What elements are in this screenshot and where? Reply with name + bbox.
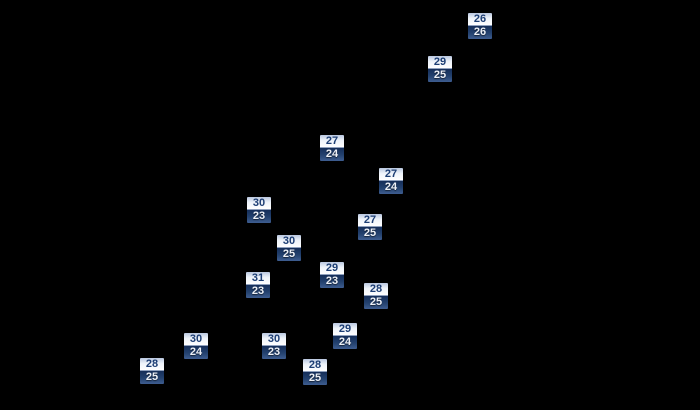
temperature-marker[interactable]: 27 25 [358, 214, 382, 240]
low-temperature-label: 23 [320, 275, 344, 288]
temperature-marker[interactable]: 30 23 [262, 333, 286, 359]
low-temperature-label: 23 [262, 346, 286, 359]
low-temperature-label: 25 [277, 248, 301, 261]
high-temperature-label: 27 [358, 214, 382, 227]
high-temperature-label: 26 [468, 13, 492, 26]
temperature-marker[interactable]: 29 25 [428, 56, 452, 82]
temperature-marker[interactable]: 28 25 [140, 358, 164, 384]
high-temperature-label: 30 [184, 333, 208, 346]
high-temperature-label: 29 [333, 323, 357, 336]
high-temperature-label: 28 [364, 283, 388, 296]
temperature-marker[interactable]: 28 25 [364, 283, 388, 309]
high-temperature-label: 28 [140, 358, 164, 371]
high-temperature-label: 27 [320, 135, 344, 148]
high-temperature-label: 30 [262, 333, 286, 346]
temperature-marker[interactable]: 30 25 [277, 235, 301, 261]
low-temperature-label: 24 [320, 148, 344, 161]
low-temperature-label: 24 [379, 181, 403, 194]
high-temperature-label: 27 [379, 168, 403, 181]
low-temperature-label: 24 [184, 346, 208, 359]
high-temperature-label: 28 [303, 359, 327, 372]
high-temperature-label: 29 [320, 262, 344, 275]
low-temperature-label: 24 [333, 336, 357, 349]
low-temperature-label: 25 [358, 227, 382, 240]
low-temperature-label: 25 [303, 372, 327, 385]
low-temperature-label: 23 [247, 210, 271, 223]
temperature-marker[interactable]: 29 23 [320, 262, 344, 288]
low-temperature-label: 26 [468, 26, 492, 39]
temperature-marker[interactable]: 28 25 [303, 359, 327, 385]
temperature-marker[interactable]: 26 26 [468, 13, 492, 39]
temperature-marker[interactable]: 27 24 [379, 168, 403, 194]
high-temperature-label: 31 [246, 272, 270, 285]
low-temperature-label: 25 [428, 69, 452, 82]
temperature-marker[interactable]: 30 24 [184, 333, 208, 359]
low-temperature-label: 25 [364, 296, 388, 309]
high-temperature-label: 30 [277, 235, 301, 248]
high-temperature-label: 30 [247, 197, 271, 210]
temperature-marker[interactable]: 30 23 [247, 197, 271, 223]
temperature-marker[interactable]: 27 24 [320, 135, 344, 161]
low-temperature-label: 25 [140, 371, 164, 384]
temperature-marker[interactable]: 29 24 [333, 323, 357, 349]
temperature-marker[interactable]: 31 23 [246, 272, 270, 298]
low-temperature-label: 23 [246, 285, 270, 298]
high-temperature-label: 29 [428, 56, 452, 69]
